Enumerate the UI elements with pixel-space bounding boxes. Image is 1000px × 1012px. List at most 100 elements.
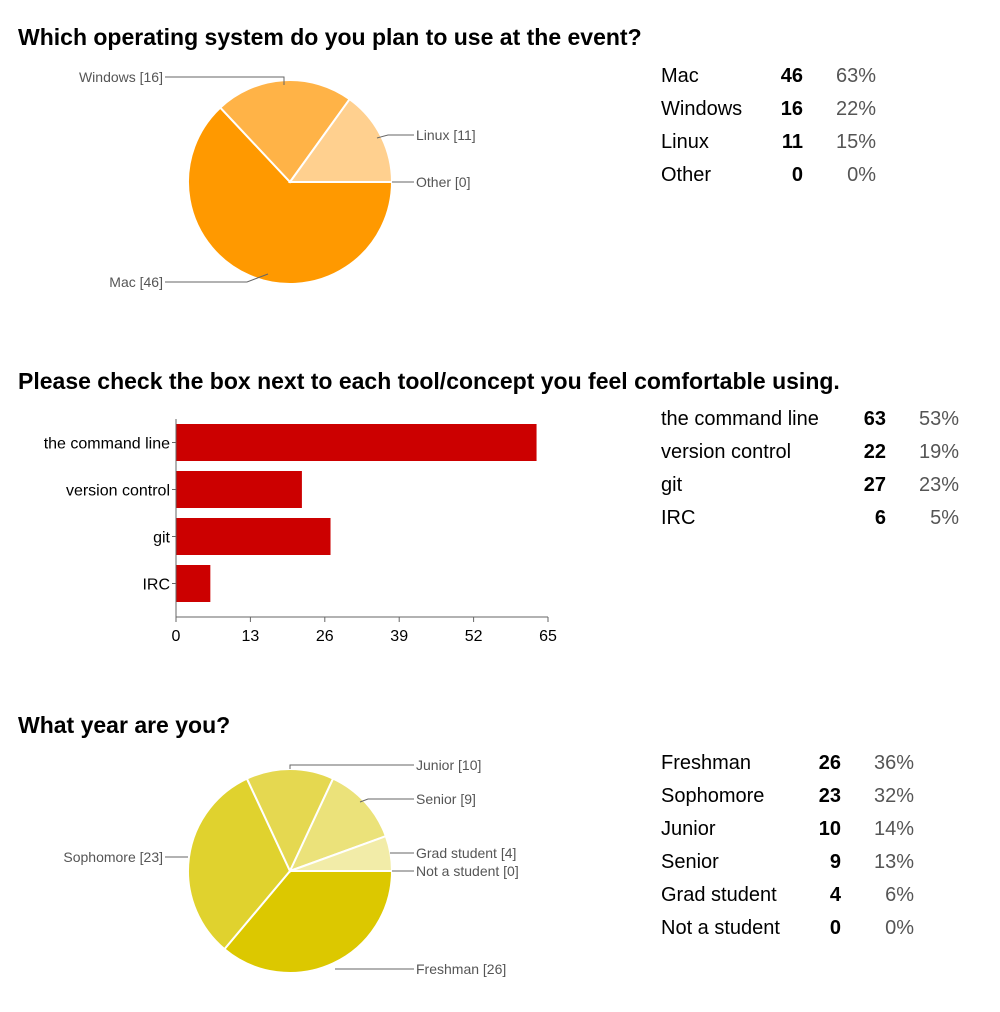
summary-row: the command line 63 53% [661, 403, 959, 436]
leader-line [376, 134, 414, 139]
slice-label: Junior [10] [416, 757, 481, 773]
summary-label: Junior [661, 818, 716, 840]
summary-count: 0 [791, 164, 803, 186]
y-tick-label: version control [66, 483, 170, 500]
leader-line [359, 798, 414, 803]
y-tick-label: git [153, 530, 170, 547]
summary-label: Not a student [661, 917, 780, 939]
summary-label: version control [661, 441, 792, 463]
summary-row: Windows 16 22% [661, 93, 876, 126]
slice-label: Senior [9] [416, 791, 476, 807]
summary-label: the command line [661, 408, 819, 430]
summary-label: Sophomore [661, 785, 765, 807]
slice-label: Freshman [26] [416, 961, 506, 977]
slice-label: Grad student [4] [416, 845, 516, 861]
pie-slice-linux [288, 97, 394, 183]
summary-label: Freshman [661, 752, 752, 774]
summary-row: Other 0 0% [661, 159, 876, 192]
bar-IRC [176, 565, 211, 602]
summary-count: 23 [818, 785, 841, 807]
x-tick-label: 0 [172, 628, 181, 645]
summary-label: IRC [661, 507, 696, 529]
summary-row: Freshman 26 36% [661, 747, 914, 780]
summary-percent: 0% [847, 164, 876, 186]
summary-count: 6 [874, 507, 886, 529]
summary-row: Junior 10 14% [661, 813, 914, 846]
summary-row: Mac 46 63% [661, 60, 876, 93]
summary-row: version control 22 19% [661, 436, 959, 469]
bar-git [176, 518, 331, 555]
summary-count: 26 [818, 752, 841, 774]
summary-label: Linux [661, 131, 709, 153]
os-summary-table: Mac 46 63% Windows 16 22% Linux 11 15% Other 0 0… [661, 60, 876, 192]
summary-percent: 32% [873, 785, 914, 807]
summary-count: 27 [863, 474, 886, 496]
y-tick-label: the command line [44, 436, 170, 453]
x-tick-label: 65 [539, 628, 557, 645]
tools-bar-chart: the command line version control git IRC 0 13… [44, 419, 557, 645]
summary-count: 11 [781, 131, 803, 153]
summary-percent: 0% [885, 917, 914, 939]
pie-slice-windows [218, 79, 351, 184]
summary-label: Windows [661, 98, 743, 120]
summary-row: Senior 9 13% [661, 846, 914, 879]
slice-label: Sophomore [23] [63, 849, 163, 865]
leader-line [165, 76, 285, 85]
summary-count: 22 [863, 441, 886, 463]
year-summary-table: Freshman 26 36% Sophomore 23 32% Junior 10 14%… [661, 747, 914, 945]
slice-label: Windows [16] [79, 69, 163, 85]
summary-row: git 27 23% [661, 469, 959, 502]
slice-label: Other [0] [416, 174, 470, 190]
summary-percent: 15% [835, 131, 876, 153]
summary-label: Other [661, 164, 712, 186]
summary-label: git [661, 474, 683, 496]
question-title-year: What year are you? [18, 712, 231, 738]
summary-label: Mac [661, 65, 699, 87]
summary-percent: 53% [918, 408, 959, 430]
pie-slice-mac [187, 106, 394, 285]
summary-count: 16 [780, 98, 803, 120]
bar-version-control [176, 471, 302, 508]
summary-percent: 63% [835, 65, 876, 87]
summary-percent: 19% [918, 441, 959, 463]
bar-the-command-line [176, 424, 537, 461]
pie-slice-freshman [223, 870, 394, 974]
y-tick-label: IRC [142, 577, 170, 594]
question-title-os: Which operating system do you plan to us… [18, 24, 642, 50]
summary-percent: 23% [918, 474, 959, 496]
summary-percent: 36% [873, 752, 914, 774]
summary-percent: 6% [885, 884, 914, 906]
summary-label: Grad student [661, 884, 777, 906]
leader-line [165, 273, 269, 283]
leader-line [289, 764, 414, 769]
summary-percent: 13% [873, 851, 914, 873]
pie-slice-sophomore [187, 777, 292, 951]
summary-count: 9 [829, 851, 841, 873]
summary-percent: 14% [873, 818, 914, 840]
summary-count: 10 [818, 818, 841, 840]
os-pie-chart: Mac [46] Windows [16] Linux [11] Other [0] [79, 69, 476, 290]
pie-slice-junior [245, 768, 335, 874]
summary-row: Grad student 4 6% [661, 879, 914, 912]
slice-label: Mac [46] [109, 274, 163, 290]
x-tick-label: 26 [316, 628, 334, 645]
x-tick-label: 52 [465, 628, 483, 645]
summary-row: Linux 11 15% [661, 126, 876, 159]
year-pie-chart: Freshman [26] Sophomore [23] Junior [10] Se… [63, 757, 519, 977]
tools-summary-table: the command line 63 53% version control 22 1… [661, 403, 959, 535]
question-title-tools: Please check the box next to each tool/c… [18, 368, 840, 394]
summary-percent: 5% [930, 507, 959, 529]
summary-count: 63 [863, 408, 886, 430]
summary-row: Not a student 0 0% [661, 912, 914, 945]
summary-row: Sophomore 23 32% [661, 780, 914, 813]
summary-row: IRC 6 5% [661, 502, 959, 535]
summary-label: Senior [661, 851, 719, 873]
x-tick-label: 13 [242, 628, 260, 645]
slice-label: Not a student [0] [416, 863, 519, 879]
summary-count: 46 [780, 65, 803, 87]
summary-count: 0 [829, 917, 841, 939]
slice-label: Linux [11] [416, 127, 476, 143]
x-tick-label: 39 [390, 628, 408, 645]
summary-percent: 22% [835, 98, 876, 120]
summary-count: 4 [829, 884, 841, 906]
